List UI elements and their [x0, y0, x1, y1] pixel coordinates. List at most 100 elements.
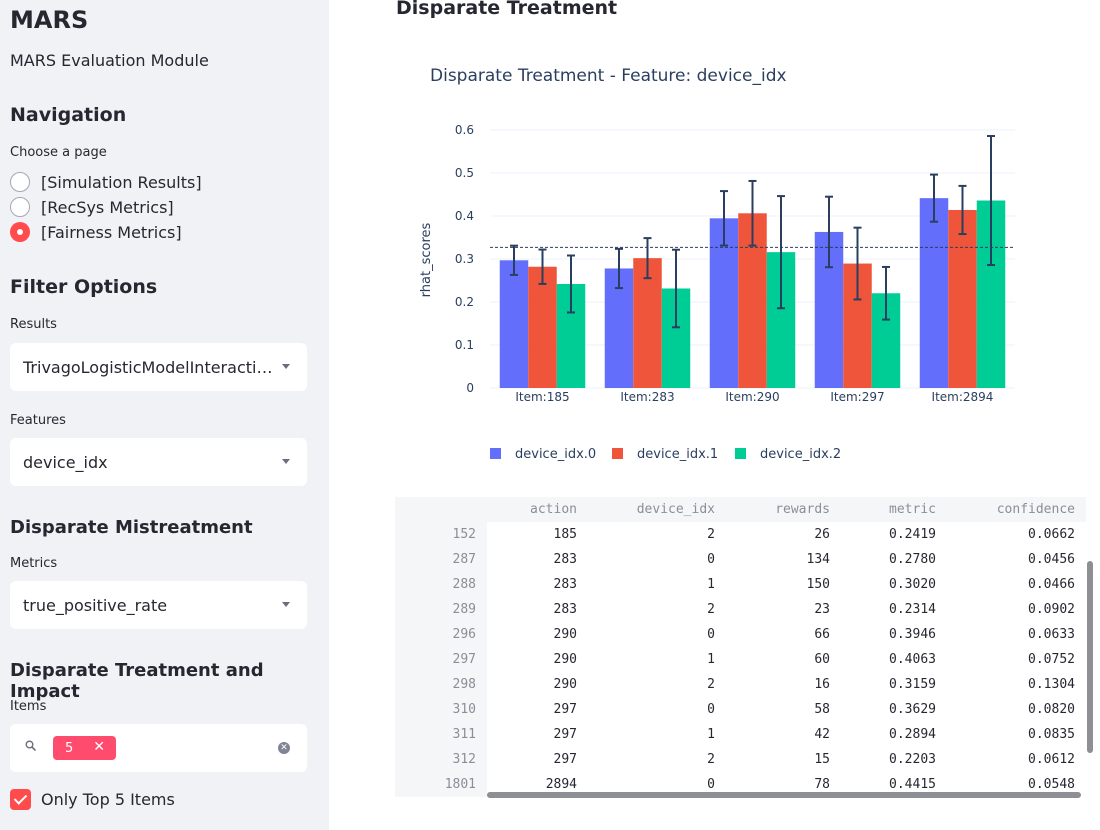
- table-cell[interactable]: 0.2894: [889, 727, 936, 742]
- table-cell[interactable]: 0: [707, 702, 715, 717]
- table-cell[interactable]: 283: [553, 602, 577, 617]
- table-cell[interactable]: 2894: [545, 777, 577, 792]
- table-cell[interactable]: 26: [814, 527, 830, 542]
- item-chip-label: 5: [65, 740, 74, 756]
- error-bar: [930, 173, 938, 223]
- radio-fairness-metrics[interactable]: [Fairness Metrics]: [10, 221, 182, 243]
- table-cell[interactable]: 0.0456: [1028, 552, 1075, 567]
- table-cell[interactable]: 66: [814, 627, 830, 642]
- table-cell[interactable]: 185: [553, 527, 577, 542]
- items-multiselect[interactable]: 5 ✕ ✕: [10, 724, 307, 772]
- close-icon[interactable]: ✕: [93, 739, 105, 755]
- table-cell[interactable]: 290: [553, 677, 577, 692]
- table-cell[interactable]: 0.0835: [1028, 727, 1075, 742]
- horizontal-scrollbar[interactable]: [487, 792, 1081, 798]
- table-cell[interactable]: 290: [553, 652, 577, 667]
- table-cell[interactable]: 0.0466: [1028, 577, 1075, 592]
- column-header[interactable]: confidence: [947, 497, 1086, 522]
- checkbox-checked-icon: [10, 789, 31, 810]
- table-cell[interactable]: 2: [707, 752, 715, 767]
- features-select[interactable]: device_idx: [10, 438, 307, 486]
- table-row: 287 283 0 134 0.2780 0.0456: [395, 547, 1086, 572]
- table-cell[interactable]: 134: [806, 552, 830, 567]
- table-cell[interactable]: 0: [707, 627, 715, 642]
- bar-device_idx.1-Item:2894: [948, 209, 977, 388]
- table-cell[interactable]: 0.2419: [889, 527, 936, 542]
- table-cell[interactable]: 150: [806, 577, 830, 592]
- table-cell[interactable]: 16: [814, 677, 830, 692]
- table-cell[interactable]: 0.4063: [889, 652, 936, 667]
- results-select[interactable]: TrivagoLogisticModelInteraction_...: [10, 343, 307, 391]
- column-header[interactable]: rewards: [726, 497, 841, 522]
- radio-recsys-metrics[interactable]: [RecSys Metrics]: [10, 196, 174, 218]
- row-index: 296: [395, 622, 487, 647]
- table-cell[interactable]: 0.3946: [889, 627, 936, 642]
- column-header[interactable]: metric: [841, 497, 947, 522]
- table-cell[interactable]: 0.2314: [889, 602, 936, 617]
- filter-options-heading: Filter Options: [10, 276, 158, 298]
- table-cell[interactable]: 0.0752: [1028, 652, 1075, 667]
- table-cell[interactable]: 42: [814, 727, 830, 742]
- table-cell[interactable]: 2: [707, 527, 715, 542]
- table-cell[interactable]: 0.0820: [1028, 702, 1075, 717]
- table-cell[interactable]: 297: [553, 702, 577, 717]
- search-icon: [25, 740, 36, 751]
- table-cell[interactable]: 0: [707, 552, 715, 567]
- table-cell[interactable]: 0.2203: [889, 752, 936, 767]
- table-cell[interactable]: 297: [553, 752, 577, 767]
- table-cell[interactable]: 15: [814, 752, 830, 767]
- clear-all-icon[interactable]: ✕: [278, 742, 290, 754]
- table-cell[interactable]: 2: [707, 677, 715, 692]
- chart-y-ticks: 0 0.1 0.2 0.3 0.4 0.5 0.6: [455, 123, 474, 395]
- y-tick-label: 0.6: [455, 123, 474, 137]
- column-header[interactable]: action: [487, 497, 588, 522]
- results-table-container[interactable]: action device_idx rewards metric confide…: [395, 497, 1095, 799]
- table-cell[interactable]: 2: [707, 602, 715, 617]
- metrics-select[interactable]: true_positive_rate: [10, 581, 307, 629]
- legend-item[interactable]: device_idx.2: [735, 447, 841, 462]
- table-cell[interactable]: 1: [707, 577, 715, 592]
- table-cell[interactable]: 58: [814, 702, 830, 717]
- column-header[interactable]: device_idx: [588, 497, 726, 522]
- table-cell[interactable]: 60: [814, 652, 830, 667]
- table-cell[interactable]: 297: [553, 727, 577, 742]
- table-cell[interactable]: 1: [707, 727, 715, 742]
- table-row: 311 297 1 42 0.2894 0.0835: [395, 722, 1086, 747]
- row-index: 152: [395, 522, 487, 547]
- radio-unchecked-icon: [10, 197, 30, 217]
- table-cell[interactable]: 283: [553, 577, 577, 592]
- row-index: 288: [395, 572, 487, 597]
- table-cell[interactable]: 0.0612: [1028, 752, 1075, 767]
- vertical-scrollbar[interactable]: [1087, 561, 1093, 753]
- table-row: 297 290 1 60 0.4063 0.0752: [395, 647, 1086, 672]
- error-bar: [643, 237, 652, 280]
- only-top-items-checkbox[interactable]: Only Top 5 Items: [10, 789, 175, 810]
- table-cell[interactable]: 0.2780: [889, 552, 936, 567]
- table-cell[interactable]: 283: [553, 552, 577, 567]
- items-label: Items: [10, 699, 47, 714]
- table-cell[interactable]: 78: [814, 777, 830, 792]
- table-cell[interactable]: 0: [707, 777, 715, 792]
- table-cell[interactable]: 0.1304: [1028, 677, 1075, 692]
- table-cell[interactable]: 0.0548: [1028, 777, 1075, 792]
- table-cell[interactable]: 0.3020: [889, 577, 936, 592]
- table-cell[interactable]: 0.3159: [889, 677, 936, 692]
- table-cell[interactable]: 23: [814, 602, 830, 617]
- radio-label: [Simulation Results]: [41, 172, 202, 192]
- table-cell[interactable]: 0.4415: [889, 777, 936, 792]
- table-cell[interactable]: 0.0633: [1028, 627, 1075, 642]
- error-bar: [748, 179, 757, 247]
- table-cell[interactable]: 0.0902: [1028, 602, 1075, 617]
- item-chip[interactable]: 5 ✕: [53, 736, 116, 760]
- table-cell[interactable]: 0.3629: [889, 702, 936, 717]
- radio-simulation-results[interactable]: [Simulation Results]: [10, 171, 202, 193]
- table-cell[interactable]: 290: [553, 627, 577, 642]
- table-cell[interactable]: 1: [707, 652, 715, 667]
- legend-item[interactable]: device_idx.1: [612, 447, 718, 462]
- table-cell[interactable]: 0.0662: [1028, 527, 1075, 542]
- row-index: 297: [395, 647, 487, 672]
- table-row: 288 283 1 150 0.3020 0.0466: [395, 572, 1086, 597]
- error-bar: [825, 195, 833, 269]
- y-tick-label: 0: [466, 381, 474, 395]
- legend-item[interactable]: device_idx.0: [490, 447, 596, 462]
